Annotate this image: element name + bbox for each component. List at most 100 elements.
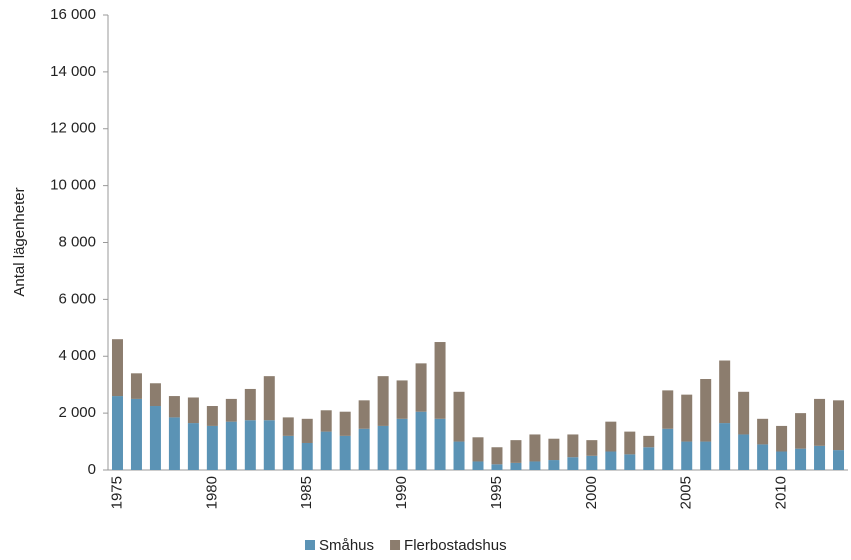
bar-segment — [757, 418, 769, 445]
bar-segment — [149, 383, 161, 407]
bar-segment — [415, 411, 427, 470]
bar-segment — [776, 425, 788, 452]
bar-segment — [814, 398, 826, 446]
bar-segment — [301, 418, 313, 443]
bar-segment — [206, 425, 218, 470]
y-tick-label: 0 — [88, 461, 96, 478]
bar-segment — [187, 423, 199, 470]
legend-label: Flerbostadshus — [404, 537, 507, 554]
bar-segment — [320, 410, 332, 432]
bar-segment — [510, 440, 522, 463]
bar-segment — [662, 390, 674, 429]
x-tick-label: 1995 — [488, 476, 505, 509]
bar-segment — [548, 438, 560, 461]
y-tick-label: 4 000 — [58, 347, 96, 364]
bar-segment — [700, 441, 712, 470]
y-tick-label: 8 000 — [58, 233, 96, 250]
x-tick-label: 2005 — [678, 476, 695, 509]
bar-segment — [225, 398, 237, 422]
bar-segment — [339, 435, 351, 470]
bar-segment — [149, 406, 161, 470]
bar-segment — [453, 391, 465, 442]
y-tick-label: 10 000 — [50, 177, 96, 194]
bar-segment — [111, 396, 123, 470]
bar-segment — [529, 434, 541, 462]
bar-segment — [567, 457, 579, 470]
bar-segment — [453, 441, 465, 470]
bar-segment — [624, 454, 636, 470]
bar-segment — [396, 380, 408, 419]
bar-segment — [605, 451, 617, 470]
bar-segment — [168, 417, 180, 470]
bar-segment — [358, 428, 370, 470]
bar-segment — [434, 342, 446, 419]
bar-segment — [700, 379, 712, 442]
bar-segment — [738, 434, 750, 470]
bar-segment — [643, 447, 655, 470]
bar-segment — [111, 339, 123, 397]
bar-segment — [282, 435, 294, 470]
bar-segment — [567, 434, 579, 458]
bar-segment — [187, 397, 199, 424]
bar-segment — [358, 400, 370, 429]
bar-segment — [130, 398, 142, 470]
legend-label: Småhus — [319, 537, 374, 554]
y-tick-label: 6 000 — [58, 290, 96, 307]
bar-segment — [738, 391, 750, 435]
bar-segment — [339, 411, 351, 436]
y-tick-label: 12 000 — [50, 120, 96, 137]
y-tick-label: 2 000 — [58, 404, 96, 421]
x-tick-label: 2000 — [583, 476, 600, 509]
bar-segment — [320, 431, 332, 470]
bar-segment — [833, 400, 845, 451]
bar-segment — [263, 420, 275, 470]
bar-segment — [624, 431, 636, 455]
bar-segment — [795, 448, 807, 470]
bar-segment — [206, 406, 218, 426]
x-tick-label: 1985 — [298, 476, 315, 509]
bar-segment — [434, 418, 446, 470]
bar-segment — [263, 376, 275, 421]
x-tick-label: 1990 — [393, 476, 410, 509]
bar-segment — [472, 461, 484, 470]
bar-segment — [130, 373, 142, 399]
x-tick-label: 1980 — [203, 476, 220, 509]
bar-segment — [396, 418, 408, 470]
y-tick-label: 14 000 — [50, 63, 96, 80]
bar-segment — [681, 394, 693, 442]
bar-segment — [795, 413, 807, 449]
bar-segment — [529, 461, 541, 470]
legend-swatch — [390, 540, 401, 550]
bar-segment — [833, 450, 845, 470]
bar-segment — [586, 440, 598, 456]
y-axis-label: Antal lägenheter — [11, 187, 28, 296]
bar-segment — [225, 421, 237, 470]
bar-segment — [776, 451, 788, 470]
x-tick-label: 1975 — [108, 476, 125, 509]
legend-swatch — [305, 540, 315, 550]
bar-segment — [605, 421, 617, 452]
bar-segment — [491, 447, 503, 465]
bar-segment — [719, 360, 731, 424]
bar-segment — [168, 396, 180, 418]
bar-segment — [472, 437, 484, 462]
bar-segment — [377, 425, 389, 470]
bar-segment — [586, 455, 598, 470]
bar-segment — [681, 441, 693, 470]
bar-segment — [548, 460, 560, 470]
bar-segment — [282, 417, 294, 436]
bar-segment — [510, 462, 522, 470]
bar-segment — [814, 445, 826, 470]
bar-segment — [415, 363, 427, 412]
bar-segment — [301, 442, 313, 470]
bar-segment — [491, 464, 503, 470]
bar-segment — [719, 423, 731, 470]
bar-segment — [377, 376, 389, 426]
x-tick-label: 2010 — [773, 476, 790, 509]
bar-segment — [643, 435, 655, 448]
bar-segment — [757, 444, 769, 470]
bar-segment — [662, 428, 674, 470]
bar-segment — [244, 388, 256, 421]
bar-segment — [244, 420, 256, 470]
